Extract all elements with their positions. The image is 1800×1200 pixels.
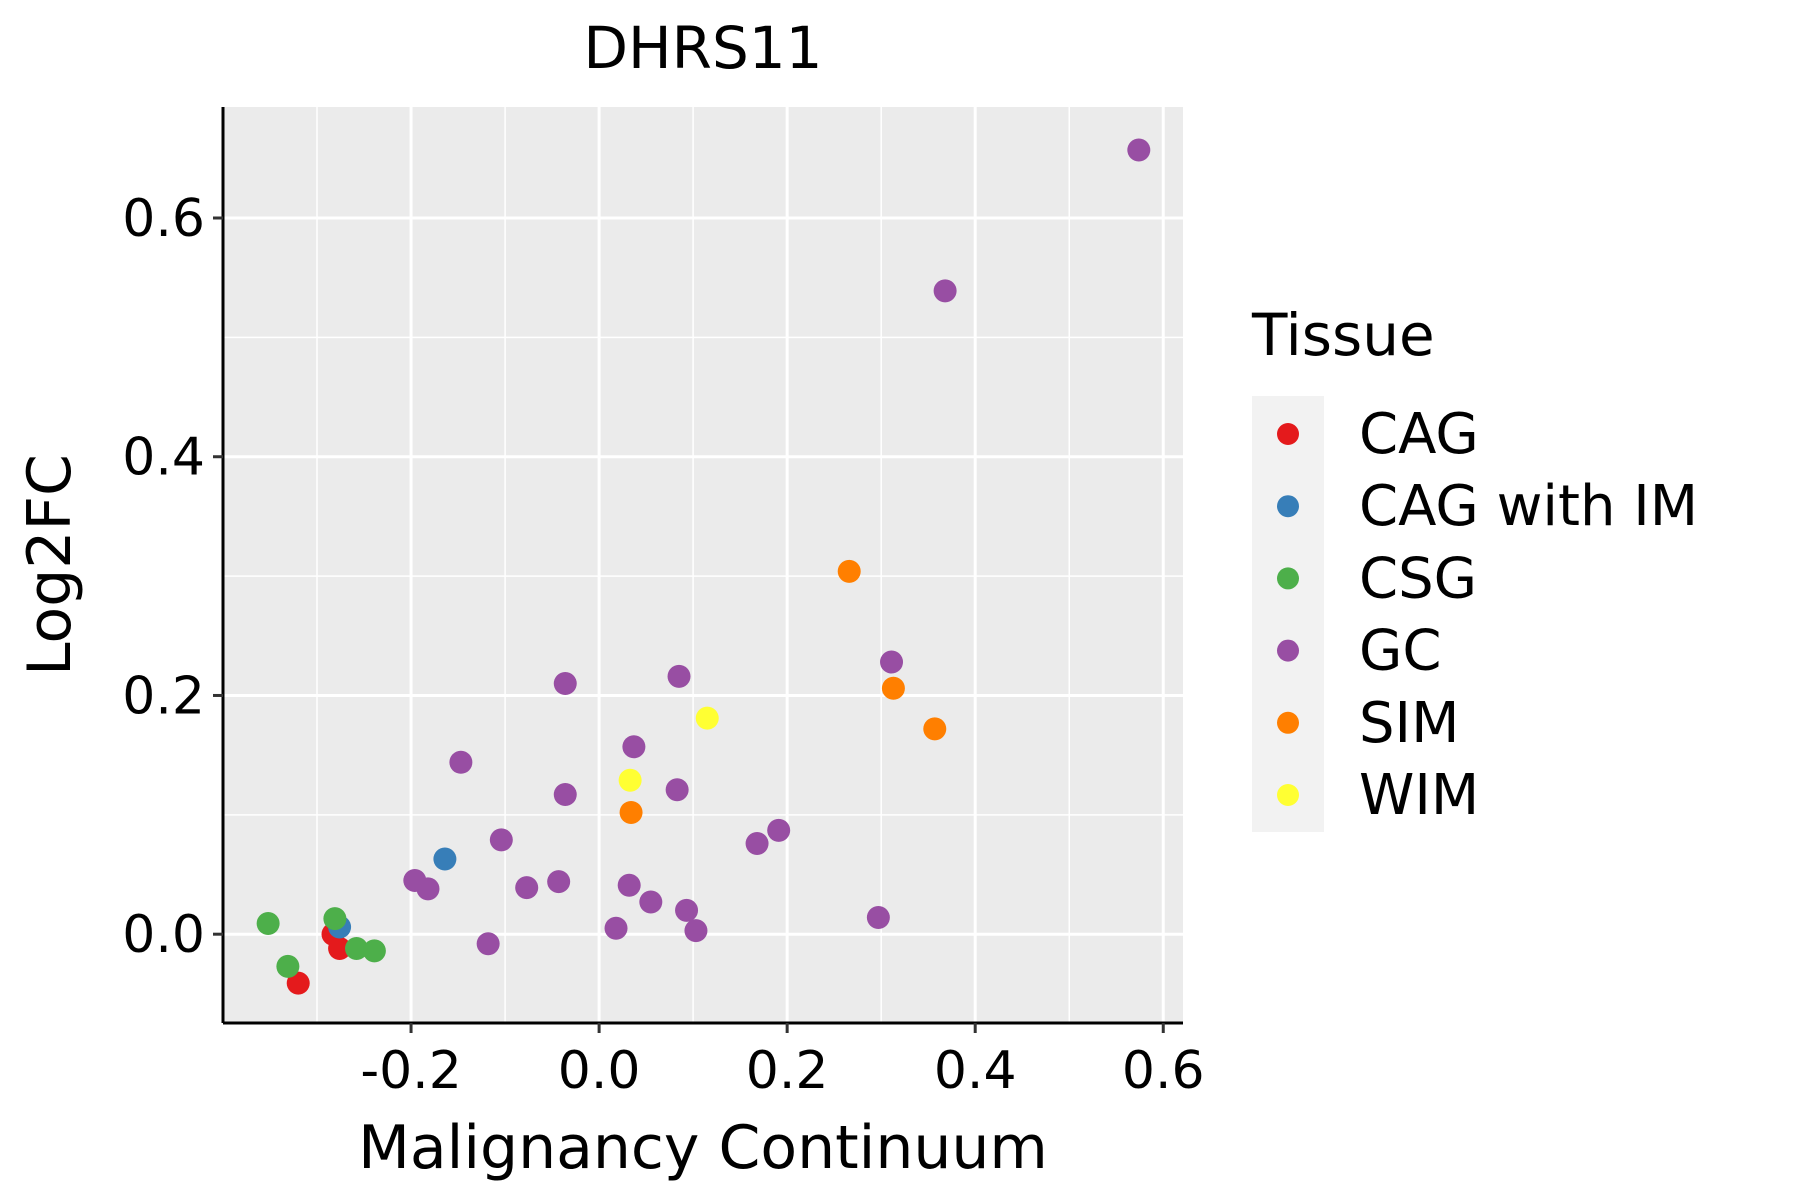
legend-label: CAG with IM xyxy=(1359,474,1698,539)
point-gc xyxy=(866,905,890,929)
legend-key xyxy=(1277,784,1299,806)
point-wim xyxy=(618,768,642,792)
legend-label: SIM xyxy=(1359,691,1459,756)
x-tick-label: -0.2 xyxy=(360,1041,461,1101)
legend-key xyxy=(1277,495,1299,518)
point-gc xyxy=(639,890,663,914)
point-gc xyxy=(547,870,571,894)
point-gc xyxy=(476,932,500,956)
point-sim xyxy=(619,800,643,824)
y-tick-label: 0.4 xyxy=(122,428,205,488)
legend-key xyxy=(1277,711,1299,734)
y-axis-ticks: 0.0 0.2 0.4 0.6 xyxy=(122,189,223,965)
x-tick-label: 0.2 xyxy=(746,1041,829,1101)
point-gc xyxy=(767,818,791,842)
point-sim xyxy=(837,559,861,583)
point-cag-with-im xyxy=(433,847,457,871)
point-cag xyxy=(286,971,310,995)
point-gc xyxy=(684,919,708,943)
y-tick-label: 0.6 xyxy=(122,189,205,249)
point-csg xyxy=(323,907,347,931)
point-gc xyxy=(515,876,539,900)
point-gc xyxy=(667,664,691,688)
y-tick-label: 0.2 xyxy=(122,666,205,726)
point-csg xyxy=(362,939,386,963)
point-gc xyxy=(745,831,769,855)
legend-label: GC xyxy=(1359,619,1442,684)
point-cag xyxy=(328,937,352,961)
legend-key-background xyxy=(1252,396,1324,832)
point-csg xyxy=(276,954,300,978)
x-tick-label: 0.6 xyxy=(1122,1041,1205,1101)
legend-label: CAG xyxy=(1359,402,1479,467)
point-wim xyxy=(695,706,719,730)
x-axis-ticks: -0.2 0.0 0.2 0.4 0.6 xyxy=(360,1023,1205,1101)
point-gc xyxy=(675,898,699,922)
legend-title: Tissue xyxy=(1251,301,1435,369)
point-csg xyxy=(256,911,280,935)
legend-key xyxy=(1277,639,1299,662)
legend: Tissue CAG CAG with IM CSG GC SIM WIM xyxy=(1251,301,1698,832)
x-axis-title: Malignancy Continuum xyxy=(358,1113,1048,1183)
point-gc xyxy=(617,873,641,897)
point-gc xyxy=(449,750,473,774)
point-gc xyxy=(1127,138,1151,162)
point-gc xyxy=(553,672,577,696)
legend-label: CSG xyxy=(1359,546,1477,611)
y-axis-title: Log2FC xyxy=(15,454,85,676)
y-tick-label: 0.0 xyxy=(122,905,205,965)
point-sim xyxy=(923,717,947,741)
legend-label: WIM xyxy=(1359,763,1479,828)
point-gc xyxy=(880,650,904,674)
point-gc xyxy=(933,279,957,303)
legend-key xyxy=(1277,423,1299,445)
point-gc xyxy=(489,828,513,852)
data-points xyxy=(256,138,1151,995)
point-gc xyxy=(665,778,689,802)
point-gc xyxy=(553,783,577,807)
chart-title: DHRS11 xyxy=(583,14,822,82)
x-tick-label: 0.0 xyxy=(558,1041,641,1101)
legend-key xyxy=(1277,567,1299,590)
plot-panel xyxy=(223,107,1183,1023)
x-tick-label: 0.4 xyxy=(934,1041,1017,1101)
point-gc xyxy=(622,735,646,759)
point-sim xyxy=(881,676,905,700)
point-gc xyxy=(604,916,628,940)
point-csg xyxy=(345,937,369,961)
point-gc xyxy=(416,877,440,901)
